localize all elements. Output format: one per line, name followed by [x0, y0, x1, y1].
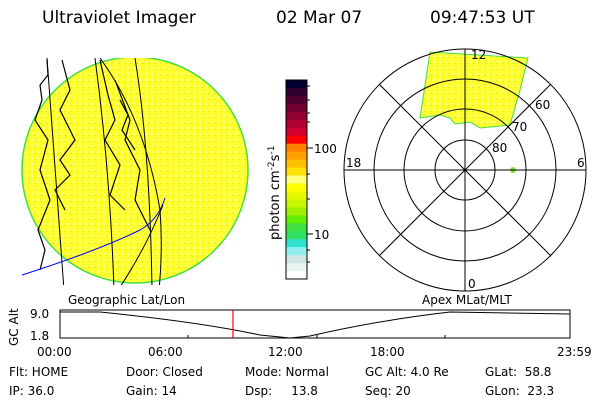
colorbar-band — [286, 151, 307, 161]
colorbar-band — [286, 103, 307, 113]
status-gc-alt: GC Alt: 4.0 Re — [365, 365, 449, 379]
meridians — [46, 58, 164, 285]
xtick-1200: 12:00 — [268, 345, 303, 359]
colorbar-band — [286, 167, 307, 177]
status-dsp: Dsp: 13.8 — [245, 384, 318, 398]
colorbar-ticks — [307, 85, 313, 263]
xtick-2359: 23:59 — [557, 345, 592, 359]
status-gain: Gain: 14 — [126, 384, 177, 398]
mlt-label-0: 0 — [468, 277, 476, 291]
lat-label-60: 60 — [535, 98, 550, 112]
colorbar-band — [286, 159, 307, 169]
instrument-title: Ultraviolet Imager — [42, 8, 196, 28]
colorbar-band — [286, 207, 307, 216]
polar-plot: 12 0 18 6 80 70 60 — [343, 48, 587, 292]
colorbar-band — [286, 111, 307, 121]
aurora-oval — [419, 51, 529, 129]
colorbar-band — [286, 87, 307, 97]
colorbar-band — [286, 271, 307, 280]
colorbar — [286, 80, 307, 280]
apex-label: Apex MLat/MLT — [422, 293, 512, 307]
xtick-0000: 00:00 — [37, 345, 72, 359]
status-door: Door: Closed — [126, 365, 203, 379]
orbit-track — [21, 197, 166, 276]
xtick-1800: 18:00 — [370, 345, 405, 359]
colorbar-band — [286, 143, 307, 153]
altitude-timeline — [59, 309, 571, 339]
colorbar-label: photon cm-2s-1 — [267, 146, 283, 240]
time-label: 09:47:53 UT — [430, 8, 535, 28]
timeline-ylabel: GC Alt — [7, 308, 21, 346]
colorbar-band — [286, 80, 307, 89]
colorbar-band — [286, 239, 307, 248]
colorbar-frame — [285, 79, 308, 280]
ytick-1-8: 1.8 — [30, 329, 50, 343]
status-mode: Mode: Normal — [245, 365, 329, 379]
colorbar-band — [286, 135, 307, 145]
colorbar-band — [286, 199, 307, 208]
colorbar-tick-100: 100 — [314, 142, 337, 156]
lat-label-70: 70 — [512, 120, 527, 134]
mlt-label-6: 6 — [577, 156, 585, 170]
colorbar-band — [286, 119, 307, 129]
status-glon: GLon: 23.3 — [485, 384, 555, 398]
colorbar-band — [286, 247, 307, 256]
colorbar-band — [286, 127, 307, 137]
mlt-label-18: 18 — [346, 156, 361, 170]
colorbar-band — [286, 263, 307, 272]
earth-image — [21, 58, 249, 285]
colorbar-band — [286, 255, 307, 264]
status-glat: GLat: 58.8 — [485, 365, 552, 379]
status-filter: Flt: HOME — [9, 365, 69, 379]
date-label: 02 Mar 07 — [276, 8, 363, 28]
status-seq: Seq: 20 — [365, 384, 411, 398]
geographic-label: Geographic Lat/Lon — [68, 293, 186, 307]
coastlines — [34, 59, 151, 271]
colorbar-band — [286, 231, 307, 240]
ytick-9: 9.0 — [30, 307, 50, 321]
colorbar-band — [286, 191, 307, 200]
colorbar-band — [286, 223, 307, 232]
status-ip: IP: 36.0 — [9, 384, 55, 398]
colorbar-band — [286, 175, 307, 184]
colorbar-band — [286, 95, 307, 105]
colorbar-tick-10: 10 — [314, 228, 329, 242]
colorbar-band — [286, 215, 307, 224]
xtick-0600: 06:00 — [148, 345, 183, 359]
lat-label-80: 80 — [492, 141, 507, 155]
colorbar-band — [286, 183, 307, 192]
mlt-label-12: 12 — [471, 48, 486, 62]
